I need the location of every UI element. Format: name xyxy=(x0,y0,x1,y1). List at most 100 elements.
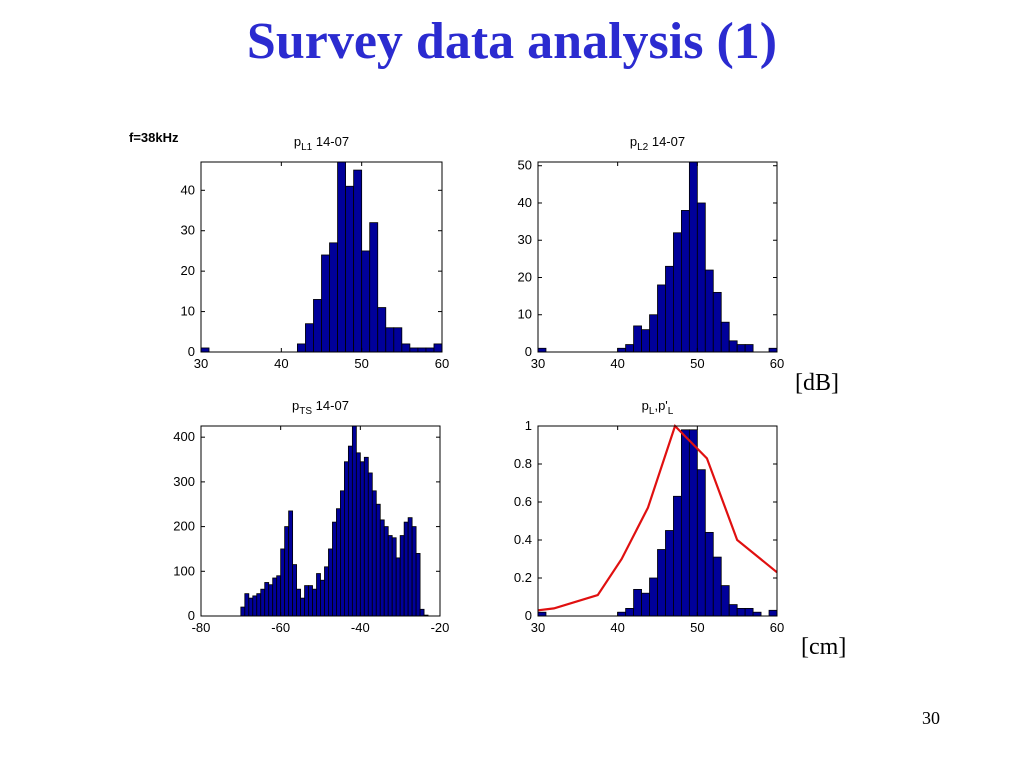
y-tick-label: 10 xyxy=(181,304,195,319)
histogram-bar xyxy=(369,222,379,353)
y-tick-label: 0.2 xyxy=(514,570,532,585)
histogram-bar xyxy=(720,321,730,353)
histogram-bar xyxy=(728,604,738,617)
histogram-bar xyxy=(712,291,722,353)
plot-title: pTS 14-07 xyxy=(292,398,349,417)
y-tick-label: 20 xyxy=(181,263,195,278)
histogram-bar xyxy=(417,347,427,353)
x-tick-label: -20 xyxy=(431,620,450,635)
histogram-bar xyxy=(768,347,778,353)
histogram-bar xyxy=(415,553,421,617)
x-tick-label: 40 xyxy=(610,356,624,371)
histogram-pl-normalized: pL,p'L 30 40 50 60 0 0.2 0.4 0.6 0.8 1 xyxy=(514,398,784,635)
histogram-bar xyxy=(617,347,627,353)
x-tick-label: 50 xyxy=(354,356,368,371)
histogram-bar xyxy=(720,585,730,617)
histogram-bar xyxy=(252,595,258,617)
x-tick-label: 30 xyxy=(194,356,208,371)
axes-box xyxy=(537,425,778,617)
histogram-bar xyxy=(321,254,330,353)
histogram-pts: pTS 14-07 -80 -60 -40 -20 0 100 200 300 400 xyxy=(173,398,450,635)
histogram-bar xyxy=(268,584,274,617)
histogram-bar xyxy=(200,347,210,353)
histogram-bar xyxy=(641,592,650,617)
histogram-bar xyxy=(744,344,754,353)
histogram-bar xyxy=(649,314,658,353)
y-tick-label: 0 xyxy=(525,344,532,359)
histogram-bar xyxy=(371,490,377,617)
histogram-bar xyxy=(401,343,411,353)
histogram-bar xyxy=(728,340,738,353)
histogram-bar xyxy=(244,593,250,617)
x-tick-label: 50 xyxy=(690,620,704,635)
histogram-bar xyxy=(625,607,634,617)
y-tick-label: 30 xyxy=(518,232,532,247)
histogram-bar xyxy=(537,347,547,353)
plot-title: pL2 14-07 xyxy=(630,134,685,153)
histogram-bar xyxy=(633,325,642,353)
histogram-bar xyxy=(379,519,385,617)
histogram-bar xyxy=(665,265,674,353)
histogram-bar xyxy=(343,461,349,617)
x-tick-label: 40 xyxy=(610,620,624,635)
axes-box xyxy=(200,425,441,617)
histogram-pl1: pL1 14-07 30 40 50 60 0 10 20 30 40 xyxy=(181,134,450,371)
y-tick-label: 0 xyxy=(188,344,195,359)
histogram-bar xyxy=(736,344,746,353)
histogram-bar xyxy=(355,452,361,617)
histogram-bar xyxy=(649,577,658,617)
histogram-bar xyxy=(744,607,754,617)
histogram-bar xyxy=(625,344,634,353)
histogram-bar xyxy=(248,597,254,617)
histogram-bar xyxy=(280,548,286,617)
histogram-bar xyxy=(696,202,706,353)
histogram-bar xyxy=(276,575,282,617)
histogram-bar xyxy=(363,456,369,617)
histogram-bar xyxy=(272,577,278,617)
histogram-bar xyxy=(395,557,401,617)
y-tick-label: 0 xyxy=(525,608,532,623)
x-tick-label: 60 xyxy=(435,356,449,371)
histogram-bar xyxy=(688,429,698,617)
histogram-bar xyxy=(328,548,333,617)
y-tick-label: 40 xyxy=(518,195,532,210)
x-tick-label: -40 xyxy=(351,620,370,635)
page-number: 30 xyxy=(922,708,940,728)
y-tick-label: 50 xyxy=(518,158,532,173)
y-tick-label: 0.4 xyxy=(514,532,532,547)
y-tick-label: 300 xyxy=(173,474,195,489)
frequency-label: f=38kHz xyxy=(129,130,179,145)
histogram-bar xyxy=(332,521,337,617)
histogram-bar xyxy=(425,347,435,353)
histogram-bar xyxy=(383,526,389,617)
x-tick-label: 60 xyxy=(770,356,784,371)
histogram-bar xyxy=(361,250,371,353)
histogram-bar xyxy=(387,535,393,617)
histogram-bar xyxy=(407,517,413,617)
histogram-bar xyxy=(347,445,353,617)
histogram-bar xyxy=(768,609,778,617)
y-tick-label: 30 xyxy=(181,223,195,238)
series-line xyxy=(537,423,778,612)
y-tick-label: 10 xyxy=(518,307,532,322)
y-tick-label: 0 xyxy=(188,608,195,623)
x-tick-label: 60 xyxy=(770,620,784,635)
histogram-bar xyxy=(617,611,627,617)
histogram-bar xyxy=(736,607,746,617)
x-tick-label: 50 xyxy=(690,356,704,371)
histogram-bar xyxy=(537,611,547,617)
histogram-bar xyxy=(393,327,403,353)
histogram-bar xyxy=(409,347,419,353)
unit-db-label: [dB] xyxy=(795,370,839,396)
x-tick-label: 30 xyxy=(531,356,545,371)
histogram-bar xyxy=(399,535,405,617)
histogram-bar xyxy=(712,556,722,617)
axes-box xyxy=(200,161,443,353)
histogram-bar xyxy=(337,161,346,353)
histogram-bar xyxy=(419,608,425,617)
y-tick-label: 100 xyxy=(173,563,195,578)
histogram-bar xyxy=(641,329,650,353)
histogram-bar xyxy=(665,530,674,617)
histogram-bar xyxy=(391,537,397,617)
y-tick-label: 40 xyxy=(181,182,195,197)
